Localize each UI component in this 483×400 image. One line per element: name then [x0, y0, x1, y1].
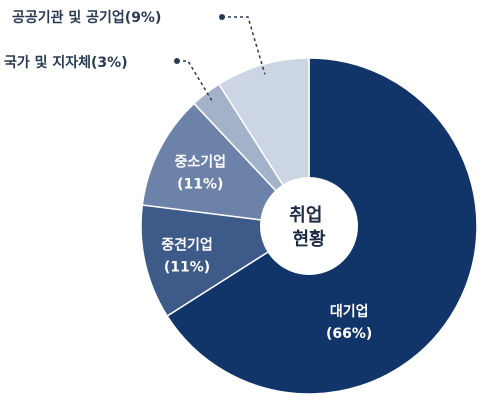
- slice-label-0: 대기업 (66%): [326, 304, 372, 342]
- slice-label-name-1: 중견기업: [161, 236, 213, 253]
- leader-lines: [174, 14, 266, 102]
- leader-dot-3: [174, 58, 180, 64]
- center-label: 취업 현황: [289, 205, 328, 250]
- center-label-line-2: 현황: [292, 229, 326, 250]
- slice-label-1: 중견기업 (11%): [161, 236, 213, 275]
- slice-label-value-2: (11%): [177, 177, 223, 193]
- slice-label-2: 중소기업 (11%): [175, 155, 227, 193]
- slice-label-name-2: 중소기업: [175, 155, 227, 171]
- leader-dot-4: [219, 14, 225, 20]
- pie-slice-2: [141, 102, 311, 228]
- center-hole: [260, 177, 358, 275]
- center-label-line-1: 취업: [289, 205, 322, 226]
- slice-label-3: 국가 및 지자체(3%): [4, 54, 128, 71]
- slice-label-name-0: 대기업: [330, 304, 369, 320]
- leader-line-3: [177, 60, 213, 102]
- leader-line-4: [222, 16, 266, 75]
- slice-label-name-4: 공공기관 및 공기업: [12, 9, 125, 26]
- slice-label-name-3: 국가 및 지자체: [4, 54, 91, 71]
- slice-label-value-4: (9%): [125, 10, 162, 26]
- slice-labels: 대기업 (66%) 중견기업 (11%) 중소기업 (11%) 국가 및 지자체(3%) 공공…: [4, 9, 372, 342]
- slice-label-value-1: (11%): [164, 259, 210, 275]
- slice-label-value-0: (66%): [326, 326, 372, 342]
- slice-label-4: 공공기관 및 공기업(9%): [12, 9, 161, 26]
- slice-label-value-3: (3%): [91, 55, 128, 71]
